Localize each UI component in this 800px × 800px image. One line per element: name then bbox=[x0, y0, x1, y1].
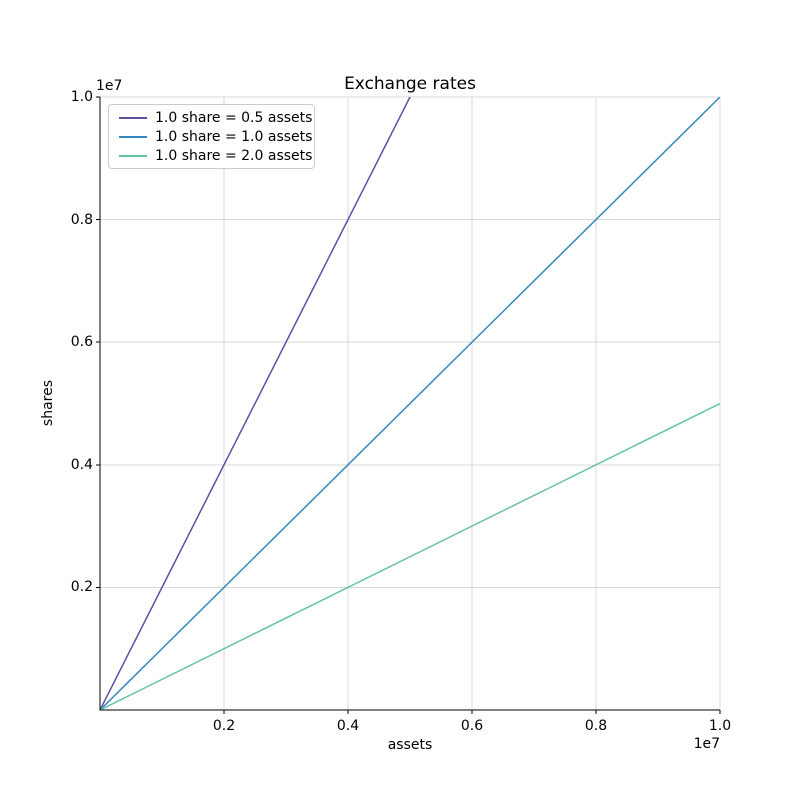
y-tick-label: 0.8 bbox=[70, 211, 93, 228]
legend-label: 1.0 share = 0.5 assets bbox=[155, 109, 313, 126]
x-axis-label: assets bbox=[387, 737, 433, 753]
x-axis-offset-label: 1e7 bbox=[693, 736, 720, 752]
legend-line-sample bbox=[119, 154, 147, 157]
x-tick-label: 0.4 bbox=[336, 718, 360, 734]
legend-entry: 1.0 share = 0.5 assets bbox=[109, 108, 314, 127]
y-tick-label: 1.0 bbox=[70, 89, 93, 105]
x-tick-label: 0.8 bbox=[584, 718, 608, 734]
legend: 1.0 share = 0.5 assets 1.0 share = 1.0 as… bbox=[108, 104, 315, 169]
series-line-0 bbox=[100, 97, 411, 710]
y-tick-label: 0.2 bbox=[70, 579, 93, 596]
legend-line-sample bbox=[119, 116, 147, 119]
y-tick-label: 0.6 bbox=[70, 334, 93, 351]
y-axis-label: shares bbox=[40, 379, 56, 427]
y-axis-offset-label: 1e7 bbox=[96, 78, 123, 94]
legend-label: 1.0 share = 2.0 assets bbox=[155, 147, 313, 164]
series-line-1 bbox=[100, 97, 720, 710]
series-line-2 bbox=[100, 402, 720, 710]
x-tick-label: 0.2 bbox=[212, 718, 236, 734]
legend-entry: 1.0 share = 1.0 assets bbox=[109, 127, 314, 146]
legend-entry: 1.0 share = 2.0 assets bbox=[109, 146, 314, 165]
x-tick-label: 1.0 bbox=[708, 718, 732, 734]
chart-title: Exchange rates bbox=[344, 74, 476, 94]
y-tick-label: 0.4 bbox=[70, 456, 93, 473]
x-tick-label: 0.6 bbox=[460, 718, 484, 734]
legend-label: 1.0 share = 1.0 assets bbox=[155, 128, 313, 145]
legend-line-sample bbox=[119, 135, 147, 138]
